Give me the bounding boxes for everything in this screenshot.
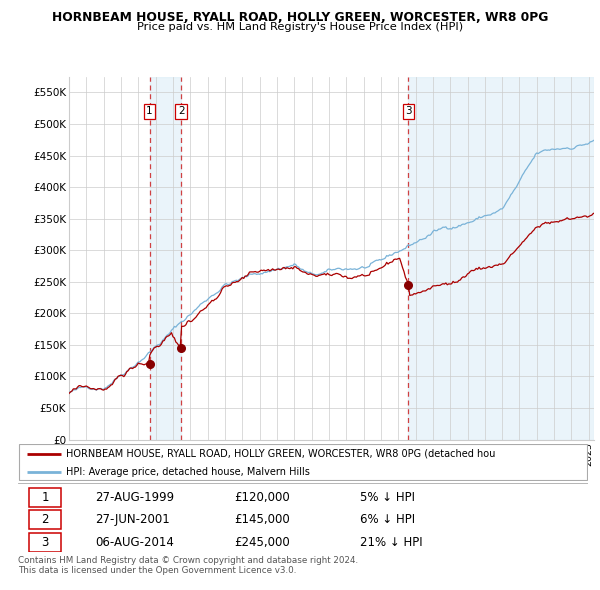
- Text: 6% ↓ HPI: 6% ↓ HPI: [360, 513, 415, 526]
- Text: HORNBEAM HOUSE, RYALL ROAD, HOLLY GREEN, WORCESTER, WR8 0PG (detached hou: HORNBEAM HOUSE, RYALL ROAD, HOLLY GREEN,…: [67, 449, 496, 458]
- Text: Price paid vs. HM Land Registry's House Price Index (HPI): Price paid vs. HM Land Registry's House …: [137, 22, 463, 32]
- Bar: [409, 77, 594, 440]
- Text: HORNBEAM HOUSE, RYALL ROAD, HOLLY GREEN, WORCESTER, WR8 0PG: HORNBEAM HOUSE, RYALL ROAD, HOLLY GREEN,…: [52, 11, 548, 24]
- FancyBboxPatch shape: [29, 533, 61, 552]
- Text: 21% ↓ HPI: 21% ↓ HPI: [360, 536, 422, 549]
- Text: £145,000: £145,000: [235, 513, 290, 526]
- FancyBboxPatch shape: [29, 487, 61, 507]
- Text: 27-JUN-2001: 27-JUN-2001: [95, 513, 170, 526]
- Text: 3: 3: [41, 536, 49, 549]
- Text: 27-AUG-1999: 27-AUG-1999: [95, 491, 174, 504]
- Text: HPI: Average price, detached house, Malvern Hills: HPI: Average price, detached house, Malv…: [67, 467, 310, 477]
- Text: £120,000: £120,000: [235, 491, 290, 504]
- Text: 1: 1: [146, 106, 153, 116]
- FancyBboxPatch shape: [19, 444, 587, 480]
- Text: 2: 2: [41, 513, 49, 526]
- Text: 3: 3: [405, 106, 412, 116]
- Text: 1: 1: [41, 491, 49, 504]
- Bar: [149, 77, 181, 440]
- Text: £245,000: £245,000: [235, 536, 290, 549]
- Text: 2: 2: [178, 106, 185, 116]
- Text: This data is licensed under the Open Government Licence v3.0.: This data is licensed under the Open Gov…: [18, 566, 296, 575]
- Text: 06-AUG-2014: 06-AUG-2014: [95, 536, 174, 549]
- Text: 5% ↓ HPI: 5% ↓ HPI: [360, 491, 415, 504]
- FancyBboxPatch shape: [29, 510, 61, 529]
- Text: Contains HM Land Registry data © Crown copyright and database right 2024.: Contains HM Land Registry data © Crown c…: [18, 556, 358, 565]
